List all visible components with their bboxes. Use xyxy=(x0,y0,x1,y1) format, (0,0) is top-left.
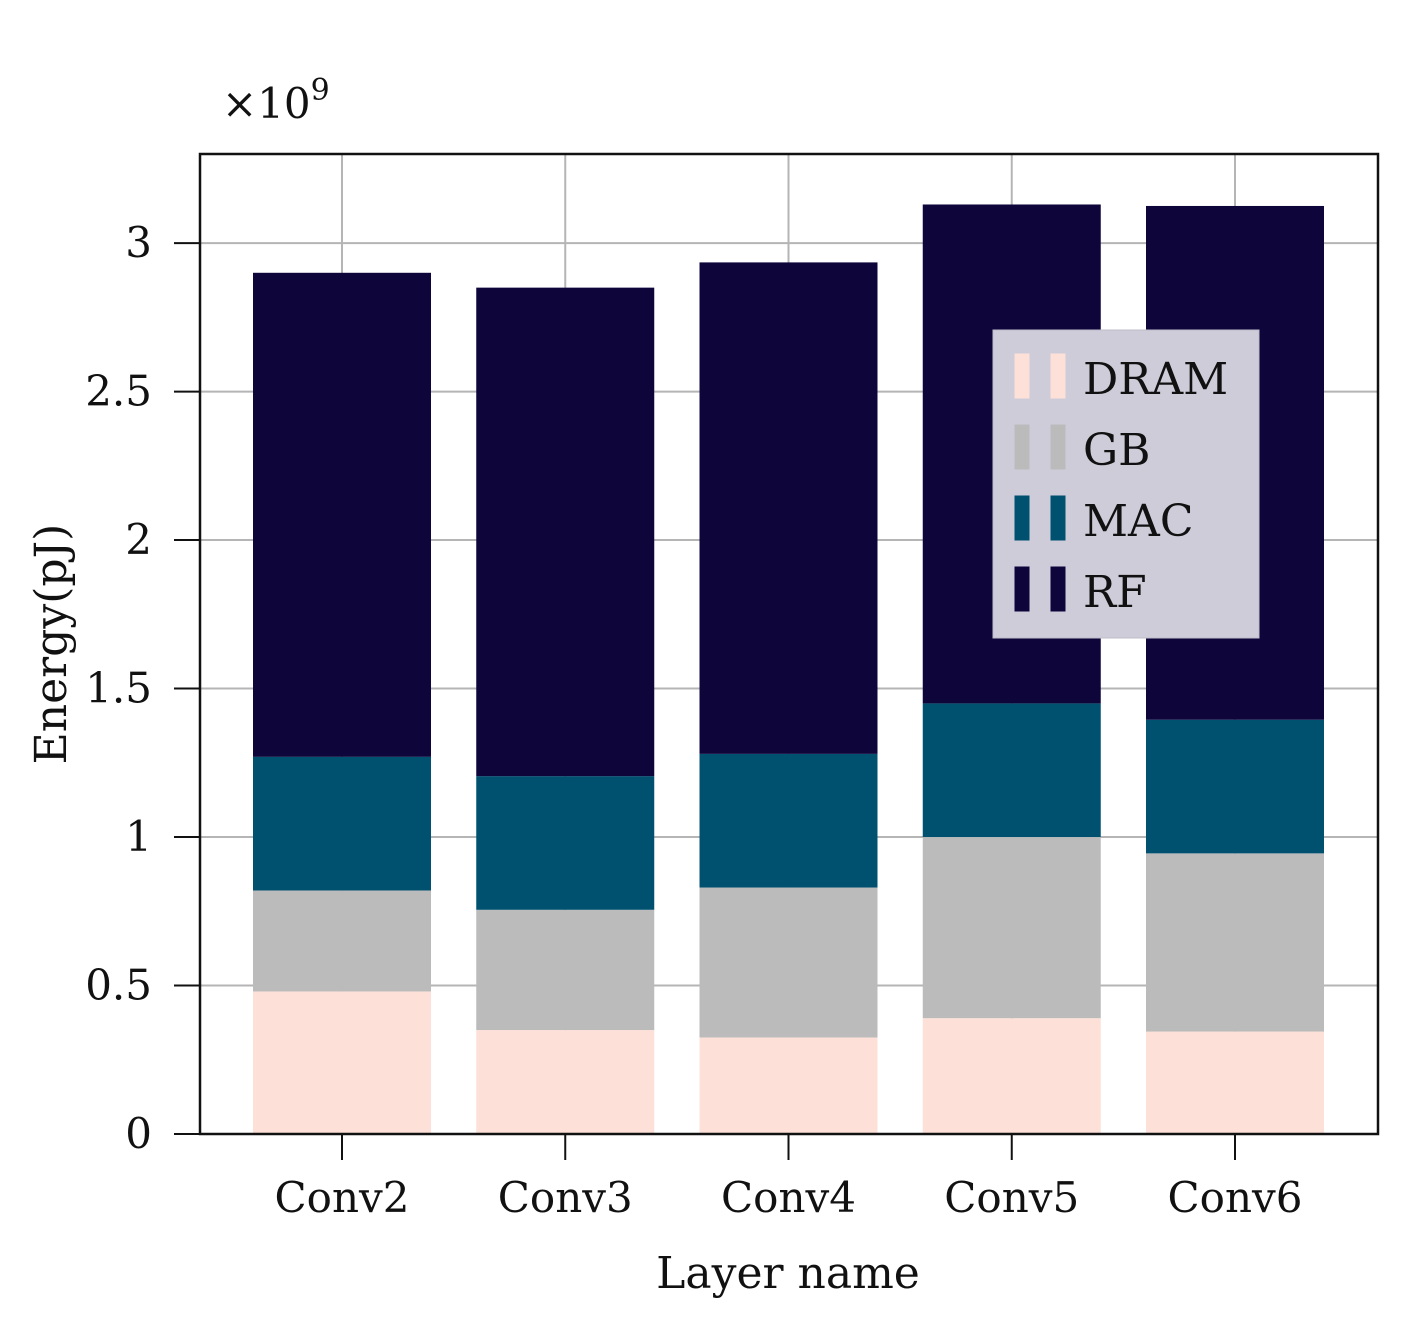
bar-dram-conv6 xyxy=(1146,1031,1324,1134)
legend-label-gb: GB xyxy=(1083,425,1150,476)
x-tick-label-conv6: Conv6 xyxy=(1168,1173,1303,1222)
y-tick-label: 2 xyxy=(125,515,152,564)
bar-dram-conv5 xyxy=(922,1018,1101,1134)
bars xyxy=(253,204,1324,1134)
y-tick-label: 0 xyxy=(125,1109,152,1158)
bar-rf-conv4 xyxy=(699,262,878,754)
y-tick-label: 3 xyxy=(125,218,152,267)
legend-swatch-rf xyxy=(1014,566,1030,612)
bar-mac-conv5 xyxy=(922,703,1101,838)
bar-dram-conv3 xyxy=(476,1030,655,1134)
legend-swatch-dram xyxy=(1050,353,1066,399)
bar-gb-conv4 xyxy=(699,887,878,1038)
y-tick-label: 1.5 xyxy=(85,664,152,713)
bar-gb-conv6 xyxy=(1146,853,1324,1032)
bar-dram-conv2 xyxy=(253,991,431,1134)
x-tick-label-conv5: Conv5 xyxy=(944,1173,1079,1222)
y-tick-label: 1 xyxy=(125,812,152,861)
x-tick-label-conv3: Conv3 xyxy=(498,1173,633,1222)
legend-box xyxy=(992,329,1260,639)
ticks: 0 0.5 1 1.5 2 2.5 3 Conv2 Conv3 Conv4 Conv5 Conv6 xyxy=(85,218,1302,1222)
bar-mac-conv2 xyxy=(253,756,431,891)
legend-swatch-gb xyxy=(1014,424,1030,470)
bar-mac-conv4 xyxy=(699,753,878,888)
bar-mac-conv3 xyxy=(476,776,655,910)
bar-rf-conv3 xyxy=(476,287,655,777)
bar-dram-conv4 xyxy=(699,1037,878,1134)
bar-gb-conv3 xyxy=(476,909,655,1031)
bar-gb-conv2 xyxy=(253,890,431,992)
bar-rf-conv2 xyxy=(253,272,431,757)
bar-gb-conv5 xyxy=(922,837,1101,1019)
legend-swatch-mac xyxy=(1014,495,1030,541)
legend-swatch-dram xyxy=(1014,353,1030,399)
x-tick-label-conv2: Conv2 xyxy=(275,1173,410,1222)
legend-swatch-gb xyxy=(1050,424,1066,470)
y-axis-title: Energy(pJ) xyxy=(26,524,77,765)
bar-mac-conv6 xyxy=(1146,719,1324,854)
y-multiplier: ×109 xyxy=(222,73,330,128)
legend: DRAM GB MAC RF xyxy=(992,329,1260,639)
legend-label-rf: RF xyxy=(1083,567,1147,618)
legend-swatch-mac xyxy=(1050,495,1066,541)
y-tick-label: 0.5 xyxy=(85,961,152,1010)
legend-swatch-rf xyxy=(1050,566,1066,612)
legend-label-mac: MAC xyxy=(1083,496,1194,547)
legend-label-dram: DRAM xyxy=(1083,354,1228,405)
x-tick-label-conv4: Conv4 xyxy=(721,1173,856,1222)
x-axis-title: Layer name xyxy=(656,1248,920,1299)
y-tick-label: 2.5 xyxy=(85,367,152,416)
